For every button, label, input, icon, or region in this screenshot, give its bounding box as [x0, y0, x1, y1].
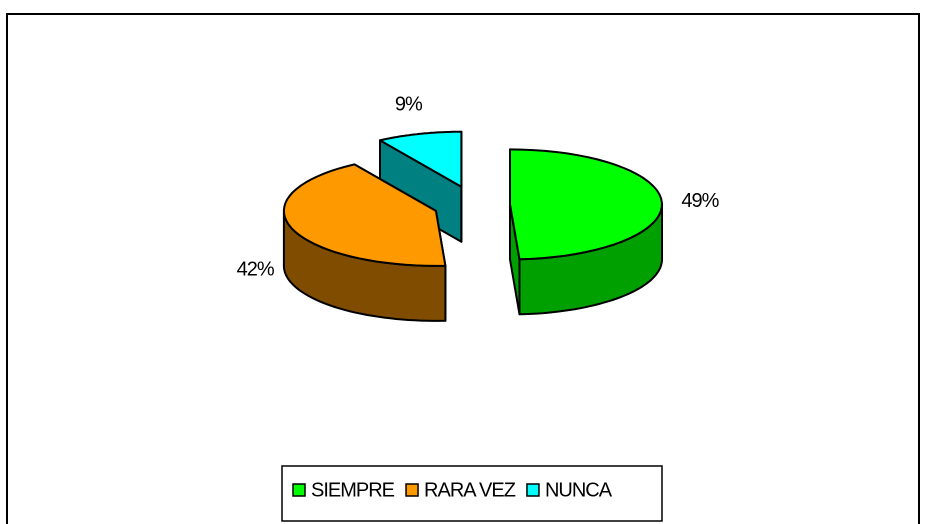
- legend-label: SIEMPRE: [311, 479, 395, 501]
- chart-frame: [6, 13, 920, 524]
- legend-label: RARA VEZ: [424, 479, 516, 501]
- slice-top: [509, 148, 663, 261]
- data-label: 49%: [681, 190, 719, 212]
- slice: [509, 148, 663, 316]
- slice-top: [282, 163, 447, 267]
- slice-top: [379, 130, 463, 188]
- slice: [379, 130, 463, 243]
- data-label: 42%: [237, 258, 275, 280]
- legend-box: [281, 465, 663, 522]
- legend-swatch: [292, 483, 306, 497]
- legend-label: NUNCA: [545, 479, 613, 501]
- legend-swatch: [526, 483, 540, 497]
- slice: [282, 163, 447, 322]
- data-label: 9%: [395, 93, 423, 115]
- legend-swatch: [405, 483, 419, 497]
